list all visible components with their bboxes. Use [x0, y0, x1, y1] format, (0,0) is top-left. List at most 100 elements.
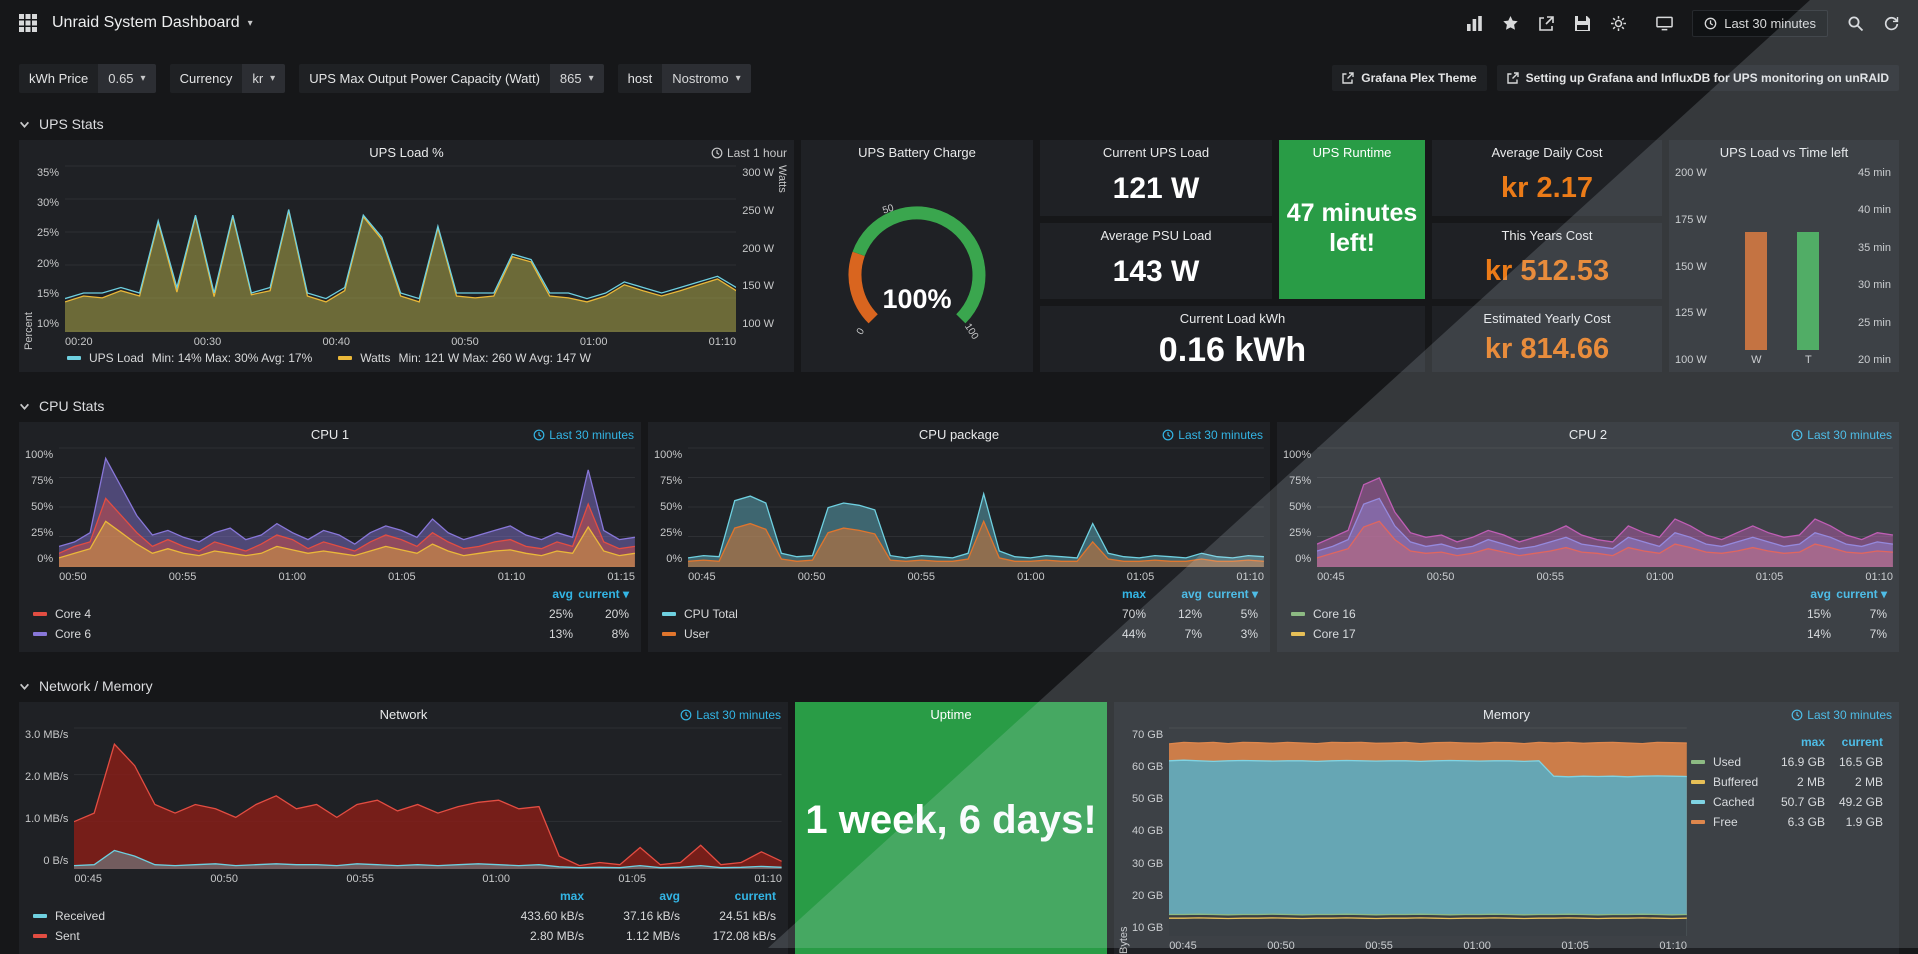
panel-title[interactable]: Average PSU Load	[1040, 223, 1272, 248]
axis-tick: 01:00	[1017, 571, 1045, 585]
settings-gear-icon[interactable]	[1610, 15, 1627, 32]
cpu1-plot[interactable]	[59, 447, 635, 567]
legend-series-marker	[1691, 760, 1705, 764]
axis-tick: 00:55	[1536, 571, 1564, 585]
tv-mode-icon[interactable]	[1656, 15, 1673, 32]
panel-title[interactable]: UPS Runtime	[1279, 140, 1425, 165]
save-icon[interactable]	[1574, 15, 1591, 32]
panel-title[interactable]: Estimated Yearly Cost	[1432, 306, 1662, 331]
share-icon[interactable]	[1538, 15, 1555, 32]
panel-title[interactable]: UPS Load % Last 1 hour	[19, 140, 794, 165]
panel-title[interactable]: Memory Last 30 minutes	[1114, 702, 1899, 727]
cost-column: Average Daily Cost kr 2.17 This Years Co…	[1432, 140, 1662, 372]
legend-column-header[interactable]: max	[488, 889, 584, 903]
legend-column-header[interactable]: current ▾	[1831, 587, 1887, 601]
axis-tick: 00:50	[451, 336, 479, 350]
panel-title[interactable]: Current UPS Load	[1040, 140, 1272, 165]
cpu2-plot[interactable]	[1317, 447, 1893, 567]
legend-column-header[interactable]: avg	[517, 587, 573, 601]
panel-title[interactable]: Average Daily Cost	[1432, 140, 1662, 165]
bar[interactable]	[1745, 232, 1767, 350]
variable-currency[interactable]: Currency kr▾	[170, 64, 286, 93]
time-range-picker[interactable]: Last 30 minutes	[1692, 10, 1828, 37]
y-axis-title-left: Percent	[23, 165, 35, 350]
panel-chart-icon[interactable]	[1466, 15, 1483, 32]
legend-column-header[interactable]: max	[1090, 587, 1146, 601]
axis-tick: 01:10	[498, 571, 526, 585]
legend-value: 8%	[573, 627, 629, 641]
legend-value: 13%	[517, 627, 573, 641]
navbar-actions: Last 30 minutes	[1466, 10, 1900, 37]
section-cpu-stats[interactable]: CPU Stats	[19, 394, 1899, 418]
axis-tick: 00:55	[1365, 940, 1393, 954]
refresh-icon[interactable]	[1883, 15, 1900, 32]
axis-tick: 250 W	[742, 205, 774, 217]
bar[interactable]	[1797, 232, 1819, 350]
panel-title[interactable]: CPU 1 Last 30 minutes	[19, 422, 641, 447]
battery-gauge: 0 50 100 100%	[801, 165, 1033, 372]
panel-title[interactable]: UPS Load vs Time left	[1669, 140, 1899, 165]
search-icon[interactable]	[1847, 15, 1864, 32]
panel-title[interactable]: UPS Battery Charge	[801, 140, 1033, 165]
legend-column-header[interactable]: max	[1767, 735, 1825, 749]
axis-tick: 150 W	[742, 280, 774, 292]
variable-kwh-price[interactable]: kWh Price 0.65▾	[19, 64, 156, 93]
memory-plot[interactable]	[1169, 727, 1687, 936]
axis-tick: 01:15	[607, 571, 635, 585]
star-icon[interactable]	[1502, 15, 1519, 32]
panel-title[interactable]: Current Load kWh	[1040, 306, 1425, 331]
variable-ups-max-output[interactable]: UPS Max Output Power Capacity (Watt) 865…	[299, 64, 603, 93]
ups-load-plot[interactable]	[65, 165, 736, 332]
panel-title[interactable]: This Years Cost	[1432, 223, 1662, 248]
legend-column-header[interactable]: avg	[1775, 587, 1831, 601]
panel-title[interactable]: Uptime	[795, 702, 1107, 727]
cpu-package-plot[interactable]	[688, 447, 1264, 567]
legend-column-header[interactable]: current ▾	[573, 587, 629, 601]
bar-label: W	[1751, 354, 1761, 368]
section-network-memory[interactable]: Network / Memory	[19, 674, 1899, 698]
panel-title[interactable]: CPU 2 Last 30 minutes	[1277, 422, 1899, 447]
stat-value: kr 814.66	[1432, 331, 1662, 372]
legend-column-header[interactable]: current	[1825, 735, 1883, 749]
panel-title[interactable]: CPU package Last 30 minutes	[648, 422, 1270, 447]
legend-column-header[interactable]: avg	[584, 889, 680, 903]
link-grafana-plex-theme[interactable]: Grafana Plex Theme	[1332, 65, 1486, 91]
section-ups-stats[interactable]: UPS Stats	[19, 112, 1899, 136]
legend-value: 2 MB	[1767, 775, 1825, 789]
axis-tick: 01:00	[1646, 571, 1674, 585]
legend-column-header[interactable]: current ▾	[1202, 587, 1258, 601]
link-grafana-influxdb-guide[interactable]: Setting up Grafana and InfluxDB for UPS …	[1497, 65, 1899, 91]
axis-tick: 01:05	[388, 571, 416, 585]
legend-column-header[interactable]: avg	[1146, 587, 1202, 601]
variable-host[interactable]: host Nostromo▾	[618, 64, 751, 93]
axis-tick: 0%	[25, 553, 53, 565]
chevron-down-icon: ▾	[270, 73, 275, 84]
network-plot[interactable]	[74, 727, 782, 869]
dashboard-title-dropdown[interactable]: Unraid System Dashboard ▾	[52, 14, 253, 32]
legend-column-header[interactable]: current	[680, 889, 776, 903]
apps-grid-icon[interactable]	[18, 13, 38, 33]
axis-tick: 00:45	[1169, 940, 1197, 954]
panel-current-load-kwh: Current Load kWh 0.16 kWh	[1040, 306, 1425, 372]
gauge-value: 100%	[882, 284, 951, 314]
panel-title[interactable]: Network Last 30 minutes	[19, 702, 788, 727]
